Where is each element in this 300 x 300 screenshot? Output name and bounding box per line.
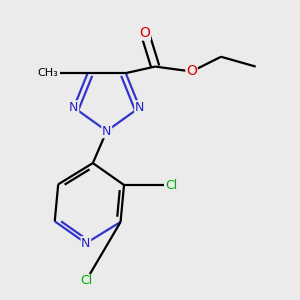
Text: O: O xyxy=(140,26,150,40)
Text: N: N xyxy=(102,124,111,137)
Text: Cl: Cl xyxy=(166,178,178,191)
Text: CH₃: CH₃ xyxy=(38,68,58,78)
Text: O: O xyxy=(186,64,197,79)
Text: N: N xyxy=(69,101,79,114)
Text: N: N xyxy=(135,101,144,114)
Text: Cl: Cl xyxy=(80,274,92,287)
Text: N: N xyxy=(81,237,91,250)
